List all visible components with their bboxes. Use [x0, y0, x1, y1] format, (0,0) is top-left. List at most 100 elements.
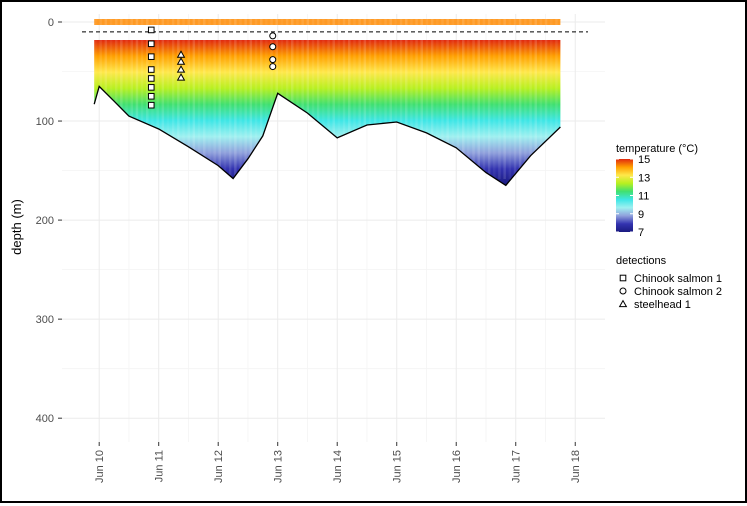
- x-tick-label: Jun 16: [451, 450, 463, 483]
- temperature-stripe: [306, 19, 310, 179]
- detection-point: [176, 65, 186, 73]
- detection-point: [147, 40, 155, 48]
- temperature-stripe: [368, 19, 372, 179]
- temperature-stripe: [120, 19, 123, 179]
- temperature-stripe: [508, 19, 512, 179]
- temperature-stripe: [420, 19, 423, 179]
- x-tick-label: Jun 12: [213, 450, 225, 483]
- temperature-stripe: [234, 19, 237, 179]
- temperature-stripe: [394, 19, 398, 179]
- temperature-stripe: [265, 19, 268, 179]
- temperature-stripe: [270, 19, 273, 179]
- detection-point: [147, 26, 155, 34]
- temperature-stripe: [223, 19, 227, 179]
- temperature-legend-ticks: 15 13 11 9 7: [616, 154, 650, 239]
- x-tick-label: Jun 10: [94, 450, 106, 483]
- temperature-stripe: [322, 19, 325, 179]
- temperature-stripe: [534, 19, 537, 179]
- y-tick-label: 300: [36, 314, 54, 326]
- detection-point: [269, 63, 277, 71]
- detections-legend-label: steelhead 1: [634, 299, 691, 311]
- y-axis-ticks: 0 100 200 300 400: [36, 17, 62, 425]
- surface-warm-band: [94, 19, 561, 25]
- temperature-legend-title: temperature (°C): [616, 143, 698, 155]
- temperature-stripe: [503, 19, 506, 179]
- x-tick-label: Jun 15: [392, 450, 404, 483]
- temperature-stripe: [254, 19, 258, 179]
- temperature-stripe: [316, 19, 320, 179]
- temperature-stripe: [135, 19, 139, 179]
- temperature-stripe: [425, 19, 429, 179]
- temperature-stripe: [410, 19, 413, 179]
- temperature-stripe: [389, 19, 392, 179]
- temperature-stripe: [182, 19, 185, 179]
- temperature-stripe: [384, 19, 387, 179]
- temperature-stripe: [301, 19, 304, 179]
- temperature-stripe: [498, 19, 501, 179]
- temperature-stripe: [555, 19, 558, 179]
- temperature-stripe: [529, 19, 532, 179]
- detection-point: [147, 75, 155, 82]
- temperature-stripe: [524, 19, 527, 179]
- temperature-stripe: [177, 19, 180, 179]
- temperature-legend: temperature (°C) 15 13 11 9 7: [616, 143, 698, 239]
- temperature-legend-label: 15: [638, 154, 650, 166]
- legend-key-circle: [619, 287, 627, 295]
- temperature-stripe: [192, 19, 196, 179]
- detections-legend-title: detections: [616, 255, 667, 267]
- x-tick-label: Jun 13: [273, 450, 285, 483]
- temperature-legend-label: 11: [638, 191, 649, 203]
- detection-point: [147, 101, 155, 109]
- detection-point: [269, 32, 277, 40]
- temperature-stripe: [482, 19, 486, 179]
- temperature-stripe: [373, 19, 377, 179]
- y-tick-label: 100: [36, 116, 54, 128]
- temperature-stripe: [337, 19, 341, 179]
- y-tick-label: 400: [36, 413, 54, 425]
- temperature-stripe: [311, 19, 315, 179]
- x-tick-label: Jun 17: [511, 450, 523, 483]
- temperature-stripe: [291, 19, 294, 179]
- temperature-stripe: [462, 19, 465, 179]
- temperature-stripe: [379, 19, 382, 179]
- temperature-stripe: [342, 19, 346, 179]
- temperature-stripe: [430, 19, 434, 179]
- temperature-stripe: [399, 19, 403, 179]
- temperature-stripe: [436, 19, 439, 179]
- y-tick-label: 0: [48, 17, 54, 29]
- temperature-stripe: [140, 19, 144, 179]
- x-axis-ticks: Jun 10 Jun 11 Jun 12 Jun 13 Jun 14 Jun 15 Jun …: [94, 442, 582, 483]
- temperature-legend-label: 13: [638, 172, 650, 184]
- temperature-stripe: [249, 19, 253, 179]
- temperature-stripe: [405, 19, 408, 179]
- x-tick-label: Jun 11: [154, 450, 166, 482]
- detection-point: [269, 56, 277, 64]
- temperature-legend-label: 9: [638, 209, 644, 221]
- x-tick-label: Jun 18: [570, 450, 582, 483]
- detection-markers: [147, 26, 277, 109]
- legend-key-triangle: [618, 299, 628, 308]
- temperature-stripe: [353, 19, 356, 179]
- temperature-stripe: [451, 19, 455, 179]
- temperature-stripe: [467, 19, 470, 179]
- temperature-stripe: [513, 19, 517, 179]
- temperature-stripe: [125, 19, 128, 179]
- temperature-stripe: [327, 19, 330, 179]
- temperature-stripe: [518, 19, 522, 179]
- temperature-stripe: [260, 19, 263, 179]
- temperature-stripe: [477, 19, 480, 179]
- temperature-stripe: [363, 19, 367, 179]
- detection-point: [176, 73, 186, 81]
- temperature-stripe: [146, 19, 149, 179]
- x-tick-label: Jun 14: [332, 450, 344, 483]
- temperature-stripe: [161, 19, 165, 179]
- detections-legend-label: Chinook salmon 2: [634, 286, 722, 298]
- temperature-stripe: [332, 19, 335, 179]
- temperature-stripe: [244, 19, 247, 179]
- temperature-stripe: [550, 19, 553, 179]
- temperature-stripe: [415, 19, 418, 179]
- detection-point: [147, 66, 155, 73]
- seafloor-line: [93, 85, 561, 187]
